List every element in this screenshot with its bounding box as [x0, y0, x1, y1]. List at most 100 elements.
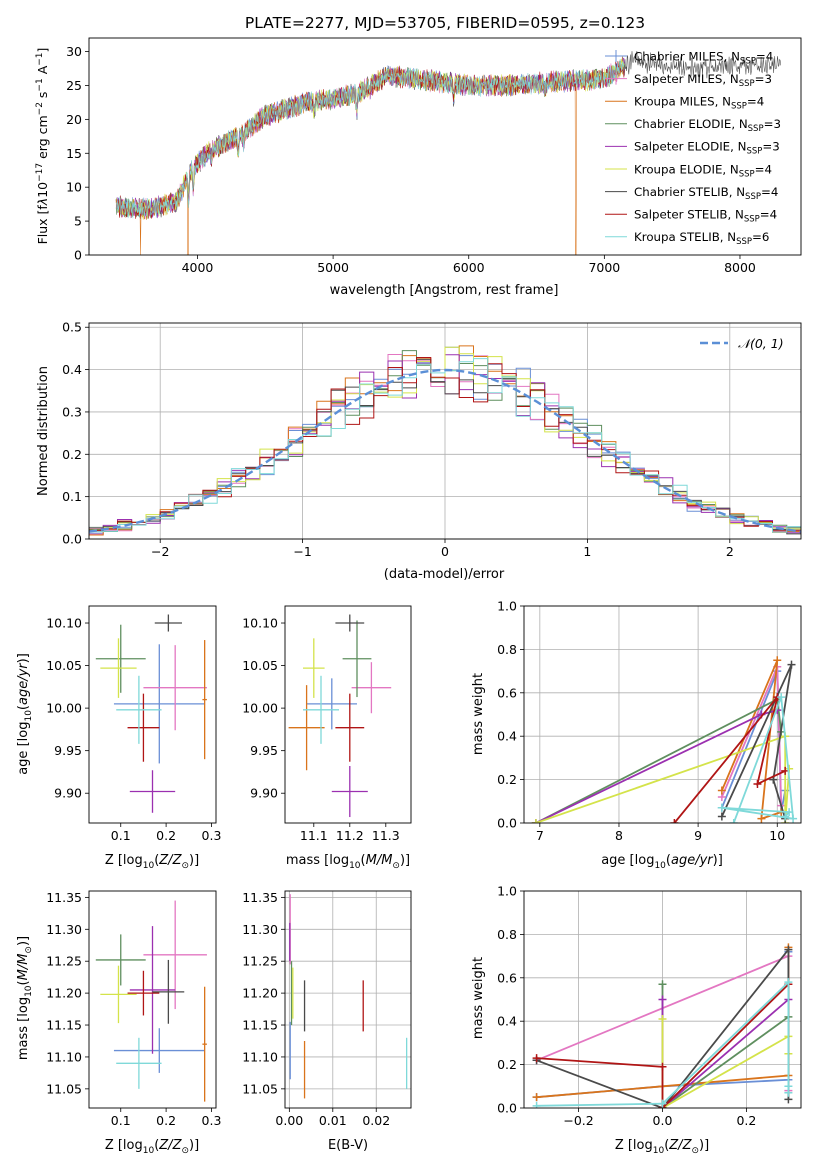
x-tick-label: 1	[583, 544, 591, 559]
legend-label: Salpeter ELODIE, NSSP=3	[634, 140, 780, 157]
x-tick-label: 9	[694, 828, 702, 843]
weight-marker	[784, 978, 793, 987]
axes-frame	[523, 605, 802, 824]
y-tick-label: 5	[74, 214, 82, 229]
axes-frame	[523, 890, 802, 1109]
weight-age-xlabel: age [log10(age/yr)]	[601, 853, 723, 871]
weight-marker	[532, 1054, 541, 1063]
y-tick-label: 11.25	[46, 954, 82, 969]
weight-marker	[784, 945, 793, 954]
residual-xlabel: (data-model)/error	[384, 567, 505, 582]
weight-z-xlabel: Z [log10(Z/Z⊙)]	[615, 1138, 709, 1156]
y-tick-label: 1.0	[497, 884, 517, 899]
legend-label: Kroupa MILES, NSSP=4	[634, 95, 764, 112]
x-tick-label: 5000	[317, 260, 349, 275]
plot-area	[95, 614, 207, 813]
weight-marker	[531, 819, 540, 823]
weight-line-6	[535, 734, 790, 823]
y-tick-label: 10.05	[242, 658, 278, 673]
legend-label: Chabrier STELIB, NSSP=4	[634, 185, 778, 202]
y-tick-label: 10.00	[46, 701, 82, 716]
x-tick-label: −1	[293, 544, 311, 559]
legend-label: Salpeter MILES, NSSP=3	[634, 72, 772, 89]
x-tick-label: 7	[536, 828, 544, 843]
weight-marker	[777, 693, 786, 702]
y-tick-label: 20	[66, 112, 82, 127]
y-tick-label: 0.4	[497, 729, 517, 744]
y-tick-label: 0.2	[497, 772, 517, 787]
x-tick-label: −2	[151, 544, 169, 559]
y-tick-label: 11.20	[46, 986, 82, 1001]
x-tick-label: 0.3	[202, 828, 222, 843]
legend-label: 𝒩(0, 1)	[738, 336, 784, 351]
spectrum-legend: Chabrier MILES, NSSP=4 Salpeter MILES, NS…	[605, 49, 781, 247]
weight-marker	[717, 786, 726, 795]
x-tick-label: 0.2	[156, 828, 176, 843]
weight-marker	[789, 814, 798, 823]
y-tick-label: 11.35	[46, 890, 82, 905]
weight-marker	[532, 1093, 541, 1102]
age-z-ylabel: age [log10(age/yr)]	[16, 653, 34, 775]
spectrum-xlabel: wavelength [Angstrom, rest frame]	[330, 283, 559, 298]
spectrum-line-9	[115, 59, 625, 219]
weight-line-7	[721, 664, 793, 819]
axes-frame	[88, 37, 802, 256]
y-tick-label: 0.0	[497, 816, 517, 831]
weight-marker	[658, 980, 667, 989]
weight-line-8	[536, 983, 790, 1108]
grid-lines	[285, 891, 411, 1108]
x-tick-label: 8000	[724, 260, 756, 275]
y-tick-label: 9.95	[250, 743, 278, 758]
weight-marker	[773, 656, 782, 665]
weight-marker	[753, 779, 762, 788]
axes-frame	[284, 890, 412, 1109]
y-tick-label: 10.10	[242, 616, 278, 631]
y-tick-label: 11.10	[46, 1049, 82, 1064]
figure-title: PLATE=2277, MJD=53705, FIBERID=0595, z=0…	[245, 14, 645, 32]
y-tick-label: 11.15	[46, 1018, 82, 1033]
x-tick-label: 0	[441, 544, 449, 559]
age-mass-panel: mass [log10(M/M⊙)] 11.1 11.2 11.3 9.90 9.95 1…	[242, 605, 412, 871]
spectrum-ylabel: Flux [fλ10−17 erg cm−2 s−1 A−1]	[35, 48, 50, 245]
y-tick-label: 11.30	[46, 922, 82, 937]
y-tick-label: 0.2	[62, 447, 82, 462]
spectrum-panel: Flux [fλ10−17 erg cm−2 s−1 A−1] waveleng…	[35, 37, 802, 298]
age-z-xlabel: Z [log10(Z/Z⊙)]	[105, 853, 199, 871]
y-tick-label: 10	[66, 180, 82, 195]
residual-ylabel: Normed distribution	[36, 366, 51, 496]
weight-age-ylabel: mass weight	[471, 673, 486, 755]
weight-marker	[658, 995, 667, 1004]
weight-marker	[729, 819, 738, 823]
y-tick-label: 0.4	[497, 1014, 517, 1029]
plot-area	[288, 614, 392, 818]
y-tick-label: 11.25	[242, 954, 278, 969]
x-tick-label: 0.02	[362, 1113, 390, 1128]
axes-frame	[88, 890, 217, 1109]
plot-area	[89, 345, 801, 539]
x-tick-label: 0.1	[111, 1113, 131, 1128]
y-tick-label: 11.05	[242, 1081, 278, 1096]
y-tick-label: 0.8	[497, 642, 517, 657]
y-tick-label: 9.90	[250, 786, 278, 801]
age-z-panel: age [log10(age/yr)] Z [log10(Z/Z⊙)] 0.1 0…	[16, 605, 222, 871]
legend-label: Chabrier ELODIE, NSSP=3	[634, 117, 781, 134]
axes-frame	[88, 322, 802, 540]
axes-frame	[88, 605, 217, 824]
y-tick-label: 0.6	[497, 685, 517, 700]
weight-line-8	[673, 696, 786, 823]
legend-label: Kroupa STELIB, NSSP=6	[634, 230, 769, 247]
legend-label: Chabrier MILES, NSSP=4	[634, 49, 773, 66]
legend-label: Kroupa ELODIE, NSSP=4	[634, 162, 772, 179]
x-tick-label: 0.01	[319, 1113, 347, 1128]
weight-marker	[658, 1015, 667, 1024]
x-tick-label: 0.2	[156, 1113, 176, 1128]
y-tick-label: 0.2	[497, 1057, 517, 1072]
y-tick-label: 0.0	[497, 1101, 517, 1116]
y-tick-label: 0.4	[62, 362, 82, 377]
y-tick-label: 11.20	[242, 986, 278, 1001]
y-tick-label: 0.3	[62, 404, 82, 419]
y-tick-label: 0.1	[62, 489, 82, 504]
y-tick-label: 0.5	[62, 320, 82, 335]
weight-marker	[670, 819, 679, 823]
